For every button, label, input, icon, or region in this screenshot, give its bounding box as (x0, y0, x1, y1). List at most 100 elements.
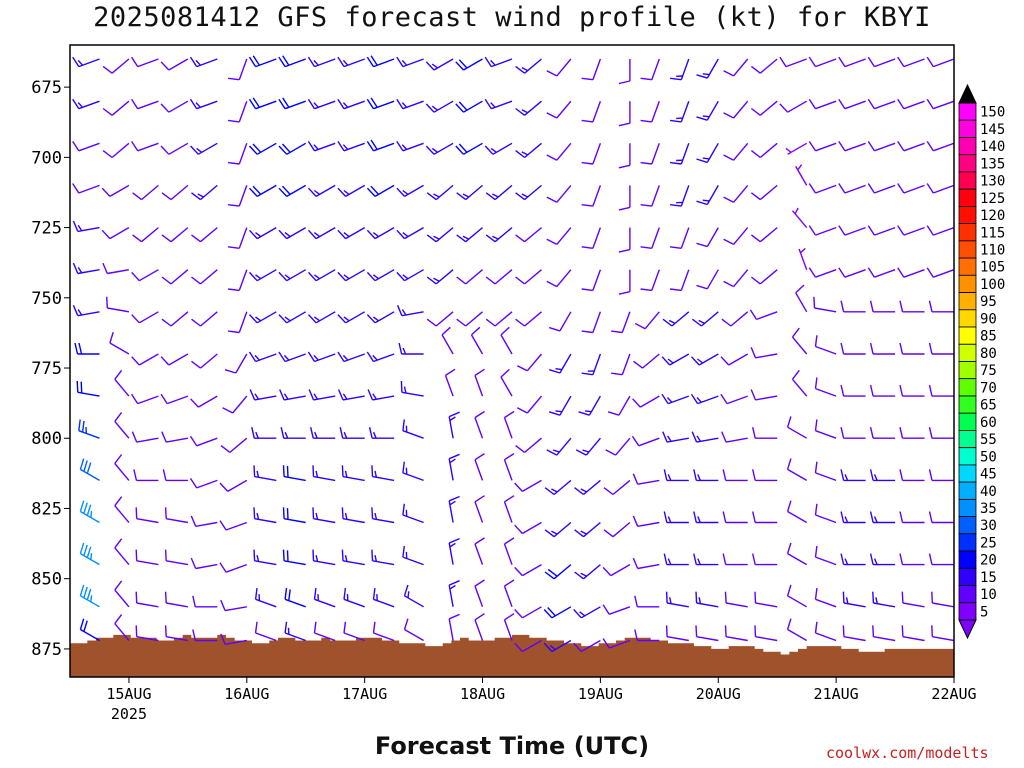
wind-barb (484, 142, 513, 155)
barb-feather (256, 512, 260, 520)
wind-barb (131, 311, 159, 324)
barb-feather (44, 137, 48, 147)
barb-feather (401, 102, 408, 108)
wind-barb (106, 296, 130, 313)
y-tick-label: 800 (31, 429, 62, 449)
barb-staff (755, 636, 778, 642)
colorbar-label: 85 (980, 329, 997, 345)
barb-staff (503, 619, 513, 641)
wind-barb (838, 183, 866, 194)
barb-feather (786, 618, 792, 630)
wind-barb (779, 100, 808, 113)
wind-barb (366, 269, 395, 282)
barb-staff (404, 628, 424, 642)
barb-staff (503, 585, 513, 608)
barb-feather (164, 591, 167, 604)
barb-feather (283, 393, 289, 400)
colorbar-segment (958, 154, 977, 173)
wind-barb (899, 427, 925, 439)
barb-feather (366, 351, 375, 362)
barb-feather (456, 318, 467, 327)
barb-staff (114, 420, 130, 439)
barb-staff (235, 353, 248, 374)
x-tick-label: 20AUG (696, 685, 741, 703)
wind-barb (307, 56, 336, 68)
barb-staff (503, 501, 513, 523)
wind-barb (750, 347, 778, 359)
barb-feather (702, 115, 710, 118)
barb-feather (484, 145, 494, 155)
wind-barb (456, 311, 483, 327)
wind-barb (897, 56, 925, 68)
wind-barb (928, 427, 954, 439)
wind-barb (425, 58, 454, 71)
wind-barb (337, 56, 365, 68)
barb-feather (402, 347, 407, 355)
barb-feather (79, 458, 85, 470)
barb-feather (401, 144, 408, 150)
barb-feather (581, 246, 593, 249)
barb-feather (546, 154, 558, 161)
barb-feather (632, 557, 639, 569)
barb-feather (786, 458, 792, 470)
barb-feather (752, 553, 756, 565)
barb-feather (667, 558, 672, 565)
colorbar-segment (958, 378, 977, 397)
barb-staff (114, 505, 130, 523)
barb-feather (313, 316, 321, 322)
barb-feather (750, 389, 757, 401)
barb-staff (556, 269, 572, 288)
barb-feather (370, 97, 378, 108)
barb-staff (70, 101, 71, 102)
wind-barb (366, 139, 395, 152)
wind-barb (869, 300, 896, 313)
barb-feather (840, 511, 845, 523)
wind-barb (574, 564, 601, 580)
barb-feather (278, 351, 286, 362)
barb-feather (449, 542, 456, 548)
barb-staff (844, 58, 866, 68)
barb-feather (341, 507, 344, 519)
wind-barb (814, 503, 837, 524)
barb-feather (224, 369, 237, 374)
barb-feather (618, 248, 631, 253)
barb-staff (70, 606, 71, 607)
barb-feather (407, 591, 410, 598)
barb-feather (544, 571, 555, 580)
barb-feather (341, 549, 344, 561)
credit-link[interactable]: coolwx.com/modelts (826, 744, 989, 762)
barb-staff (200, 353, 218, 369)
wind-barb (869, 427, 896, 439)
barb-feather (514, 524, 523, 534)
wind-barb (602, 604, 631, 615)
colorbar-segment (958, 464, 977, 483)
wind-barb (189, 478, 218, 489)
barb-feather (279, 389, 285, 401)
barb-feather (516, 365, 528, 372)
wind-barb (455, 58, 483, 71)
barb-feather (50, 390, 53, 396)
barb-staff (522, 521, 542, 535)
barb-staff (843, 636, 866, 642)
wind-barb (750, 227, 778, 243)
colorbar-segment (958, 326, 977, 345)
barb-feather (372, 431, 377, 439)
barb-staff (195, 521, 218, 527)
wind-barb (470, 326, 484, 355)
barb-feather (899, 511, 904, 523)
barb-feather (928, 384, 933, 397)
barb-feather (307, 98, 316, 110)
barb-staff (168, 100, 189, 113)
wind-barb (102, 100, 130, 116)
barb-feather (926, 98, 934, 110)
wind-barb (670, 269, 690, 292)
barb-feather (750, 192, 761, 201)
colorbar-segment (958, 257, 977, 276)
wind-barb (897, 225, 925, 236)
barb-feather (723, 154, 734, 161)
barb-staff (725, 636, 748, 642)
x-axis-title: Forecast Time (UTC) (374, 732, 650, 760)
barb-feather (931, 625, 933, 637)
y-tick-label: 700 (31, 148, 62, 168)
barb-feather (254, 621, 258, 634)
